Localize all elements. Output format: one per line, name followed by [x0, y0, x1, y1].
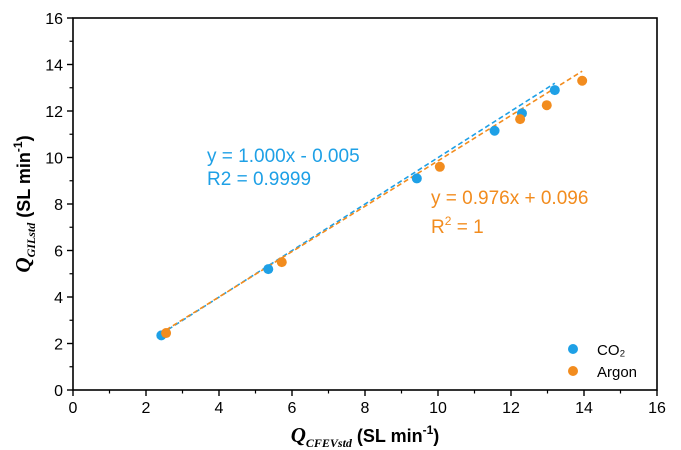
x-tick-label: 2	[142, 400, 151, 417]
x-tick-label: 8	[361, 400, 370, 417]
argon-fit-r2: R2 = 1	[431, 214, 484, 238]
legend-argon-marker	[568, 366, 578, 376]
data-point-series-0	[263, 264, 274, 275]
legend-co2-marker	[568, 344, 578, 354]
y-tick-label: 12	[45, 104, 63, 121]
fit-line-series-1	[165, 70, 583, 331]
co2-fit-r2: R2 = 0.9999	[207, 169, 311, 190]
data-point-series-0	[411, 173, 422, 184]
y-tick-label: 16	[45, 11, 63, 28]
y-axis-title: QGILstd (SL min-1)	[11, 135, 38, 272]
data-point-series-1	[161, 328, 172, 339]
argon-fit-equation: y = 0.976x + 0.096	[431, 188, 588, 209]
y-tick-label: 10	[45, 151, 63, 168]
y-tick-label: 6	[54, 244, 63, 261]
y-axis-ticks: 0 2 4 6 8 10 12 14 16	[45, 11, 73, 400]
data-point-series-1	[434, 161, 445, 172]
data-point-series-0	[489, 125, 500, 136]
data-point-series-0	[549, 85, 560, 96]
x-axis-title: QCFEVstd (SL min-1)	[291, 423, 440, 450]
x-tick-label: 10	[429, 400, 447, 417]
y-tick-label: 8	[54, 197, 63, 214]
data-point-series-1	[515, 114, 526, 125]
legend-co2-label: CO₂	[597, 342, 626, 359]
x-axis-ticks: 0 2 4 6 8 10 12 14 16	[69, 390, 666, 417]
y-tick-label: 14	[45, 58, 63, 75]
y-tick-label: 4	[54, 290, 63, 307]
legend-argon-label: Argon	[597, 364, 637, 381]
data-point-series-1	[577, 75, 588, 86]
x-tick-label: 4	[215, 400, 224, 417]
x-tick-label: 0	[69, 400, 78, 417]
y-tick-label: 0	[54, 383, 63, 400]
fit-lines	[160, 70, 583, 335]
x-tick-label: 16	[648, 400, 666, 417]
legend: CO₂ Argon	[568, 342, 637, 381]
x-tick-label: 12	[502, 400, 520, 417]
data-point-series-1	[276, 257, 287, 268]
x-tick-label: 14	[575, 400, 593, 417]
data-points	[156, 75, 588, 341]
fit-line-series-0	[160, 82, 556, 335]
x-tick-label: 6	[288, 400, 297, 417]
data-point-series-1	[541, 100, 552, 111]
co2-fit-equation: y = 1.000x - 0.005	[207, 146, 360, 167]
y-tick-label: 2	[54, 337, 63, 354]
